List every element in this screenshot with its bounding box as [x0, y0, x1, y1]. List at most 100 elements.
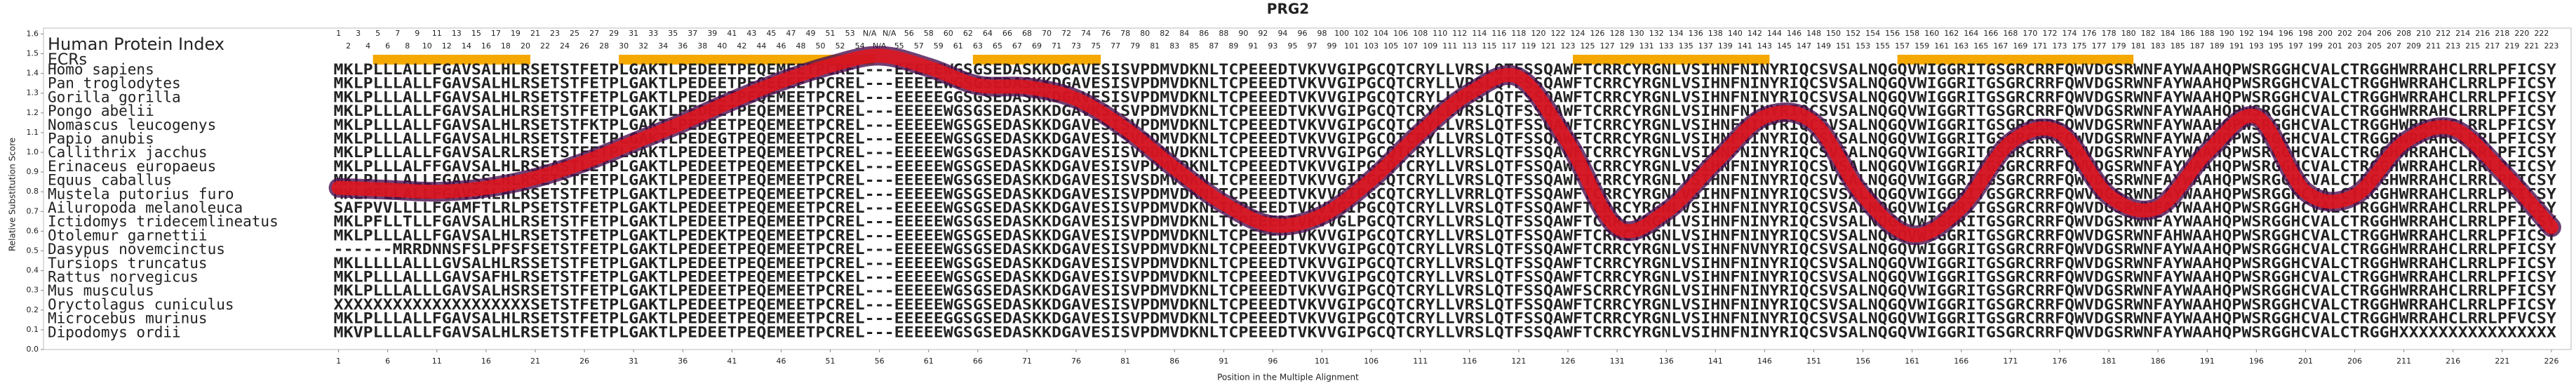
sequence: MKLPLLLALLLGAVSAFHLRSETSTFETPLGAKTLPEDEE…: [334, 269, 2557, 286]
human-index: 193: [2249, 41, 2264, 51]
human-index: 150: [1826, 29, 1841, 38]
human-index: 117: [1501, 41, 1516, 51]
human-index: 153: [1856, 41, 1870, 51]
species-name: Tursiops truncatus: [48, 255, 208, 272]
sequence: MKLPLLLALLFGAVSALHLRSETSTFETPLGAKTLPEDEE…: [334, 75, 2557, 92]
human-index: 104: [1374, 29, 1388, 38]
ecr-bar: [1897, 55, 2134, 65]
human-index: 96: [1297, 29, 1307, 38]
human-index: 166: [1983, 29, 1998, 38]
human-index: 171: [2032, 41, 2047, 51]
human-index: 181: [2131, 41, 2146, 51]
human-index: 18: [501, 41, 511, 51]
human-index: 43: [746, 29, 756, 38]
human-index: 162: [1944, 29, 1959, 38]
species-name: Papio anubis: [48, 131, 154, 147]
human-index: 116: [1491, 29, 1506, 38]
sequence: MKLPLLLALLLGAVSALHSRSETSTFETPLGAKTLPEDEE…: [334, 282, 2557, 299]
human-index: 192: [2239, 29, 2254, 38]
x-tick-label: 101: [1315, 357, 1329, 366]
human-index: 38: [697, 41, 707, 51]
human-index: 155: [1875, 41, 1890, 51]
human-index: 29: [609, 29, 619, 38]
x-tick-label: 186: [2151, 357, 2166, 366]
human-index: 128: [1610, 29, 1625, 38]
sequence: MKVPLLLALLFGAVSALHLRSETSTFETPLGAKTLPEDEE…: [334, 324, 2557, 340]
human-index: 133: [1659, 41, 1674, 51]
human-index: 106: [1393, 29, 1408, 38]
human-index: 218: [2495, 29, 2509, 38]
human-index: 75: [1091, 41, 1101, 51]
human-index: 149: [1816, 41, 1831, 51]
y-tick-label: 0.6: [27, 226, 39, 235]
human-index: 127: [1600, 41, 1615, 51]
x-tick-label: 6: [385, 357, 390, 366]
human-index: 7: [395, 29, 400, 38]
human-index: 3: [356, 29, 361, 38]
human-index: 16: [481, 41, 491, 51]
human-index: 132: [1649, 29, 1664, 38]
y-tick-label: 0.4: [27, 266, 39, 275]
x-tick-label: 76: [1071, 357, 1081, 366]
x-tick-label: 201: [2298, 357, 2313, 366]
human-index: 173: [2052, 41, 2067, 51]
human-index: 175: [2072, 41, 2087, 51]
human-index: 36: [678, 41, 687, 51]
human-index: 8: [405, 41, 410, 51]
y-tick-label: 1.4: [27, 69, 39, 78]
human-index: 205: [2367, 41, 2382, 51]
human-index: 60: [944, 29, 953, 38]
x-tick-label: 131: [1610, 357, 1625, 366]
human-index: 178: [2102, 29, 2117, 38]
x-tick-label: 166: [1954, 357, 1968, 366]
human-index: 12: [442, 41, 452, 51]
human-index: 6: [385, 41, 390, 51]
human-index: 206: [2377, 29, 2391, 38]
human-index: 1: [336, 29, 341, 38]
human-index: 187: [2190, 41, 2205, 51]
species-name: Ictidomys tridecemlineatus: [48, 213, 279, 230]
x-tick-label: 146: [1757, 357, 1772, 366]
human-index: 107: [1403, 41, 1418, 51]
human-index: 124: [1571, 29, 1585, 38]
human-index: 195: [2269, 41, 2283, 51]
human-index: N/A: [883, 29, 897, 38]
x-tick-label: 36: [678, 357, 687, 366]
human-index: 164: [1964, 29, 1978, 38]
x-tick-label: 121: [1511, 357, 1526, 366]
species-name: Erinaceus europaeus: [48, 158, 216, 175]
sequence: ------MRRDNNSFSLPFSFSETSTFETPLGAKTLPEDEE…: [334, 241, 2557, 258]
human-index: 126: [1590, 29, 1605, 38]
human-index: 28: [599, 41, 609, 51]
human-index: 142: [1747, 29, 1762, 38]
human-index: 5: [375, 29, 380, 38]
human-index: 97: [1308, 41, 1317, 51]
x-tick-label: 46: [776, 357, 786, 366]
x-tick-label: 41: [727, 357, 737, 366]
human-index: 84: [1179, 29, 1189, 38]
human-index: 93: [1268, 41, 1277, 51]
human-index: 53: [845, 29, 855, 38]
sequence: MKLPLLLALLFGAVSALHLRSETSTFETPLGAKTLPEDEG…: [334, 131, 2557, 147]
y-tick-label: 1.2: [27, 108, 39, 117]
x-tick-label: 1: [336, 357, 341, 366]
y-tick-label: 1.6: [27, 29, 39, 38]
human-index: 90: [1238, 29, 1248, 38]
index-label: Human Protein Index: [48, 34, 224, 54]
x-tick-label: 96: [1268, 357, 1277, 366]
x-tick-label: 211: [2396, 357, 2411, 366]
y-axis-title: Relative Substitution Score: [8, 138, 18, 251]
human-index: 35: [668, 29, 678, 38]
human-index: 213: [2446, 41, 2460, 51]
sequence: SAFPVVLLLLFGAMFTLRLPSETSTFETPLGAKTLPEDEE…: [334, 199, 2557, 216]
human-index: 2: [346, 41, 351, 51]
human-index: 174: [2062, 29, 2077, 38]
human-index: 197: [2288, 41, 2303, 51]
human-index: 216: [2475, 29, 2490, 38]
human-index: 183: [2151, 41, 2166, 51]
chart-title: PRG2: [1267, 1, 1309, 18]
human-index: 113: [1462, 41, 1477, 51]
human-index: 151: [1836, 41, 1851, 51]
sequence: MKLPFLLTLLFGAVSALHLRSETSTFETPLGAKTLPEDEE…: [334, 213, 2557, 230]
human-index: 196: [2279, 29, 2293, 38]
